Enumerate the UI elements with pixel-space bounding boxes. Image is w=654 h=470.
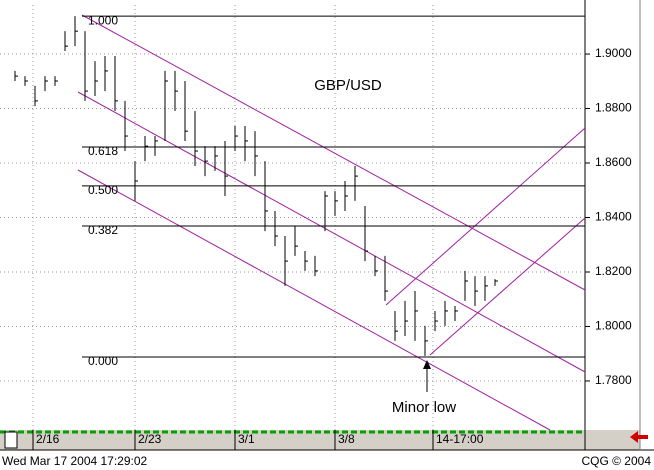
x-tick-label: 3/8 — [338, 432, 355, 446]
fib-level-label: 0.000 — [88, 354, 118, 368]
scroll-arrow[interactable] — [630, 431, 648, 443]
fib-level-label: 0.500 — [88, 183, 118, 197]
grid: 1.9000 1.8800 1.8600 1.8400 1.8200 1.8000 1.78… — [0, 5, 632, 450]
vendor: CQG © 2004 — [581, 454, 651, 468]
x-tick-label: 2/23 — [138, 432, 162, 446]
y-tick-label: 1.8200 — [595, 264, 632, 278]
fib-level-label: 0.382 — [88, 223, 118, 237]
status-time: Wed Mar 17 2004 17:29:02 — [2, 454, 148, 468]
fib-level-label: 0.618 — [88, 144, 118, 158]
x-tick-label: 14-17:00 — [436, 432, 484, 446]
x-tick-label: 2/16 — [36, 432, 60, 446]
levels: 1.000 0.618 0.500 0.382 0.000 — [82, 13, 585, 368]
y-tick-label: 1.8400 — [595, 210, 632, 224]
channel-line — [429, 217, 586, 356]
x-tick-label: 3/1 — [238, 432, 255, 446]
chart-title: GBP/USD — [314, 77, 382, 94]
channel-line — [77, 91, 586, 373]
bars — [14, 16, 498, 356]
channel-lines — [77, 14, 586, 431]
y-tick-label: 1.8800 — [595, 101, 632, 115]
y-tick-label: 1.8600 — [595, 155, 632, 169]
channel-line — [385, 127, 586, 306]
annotation: Minor low — [392, 399, 456, 416]
x-axis-panel — [0, 430, 640, 450]
y-tick-label: 1.7800 — [595, 373, 632, 387]
annotation-arrowhead — [423, 360, 431, 369]
channel-line — [81, 14, 586, 291]
y-tick-label: 1.8000 — [595, 319, 632, 333]
y-tick-label: 1.9000 — [595, 46, 632, 60]
channel-line — [77, 169, 551, 431]
scroll-box — [4, 431, 18, 449]
fib-level-label: 1.000 — [88, 13, 118, 27]
